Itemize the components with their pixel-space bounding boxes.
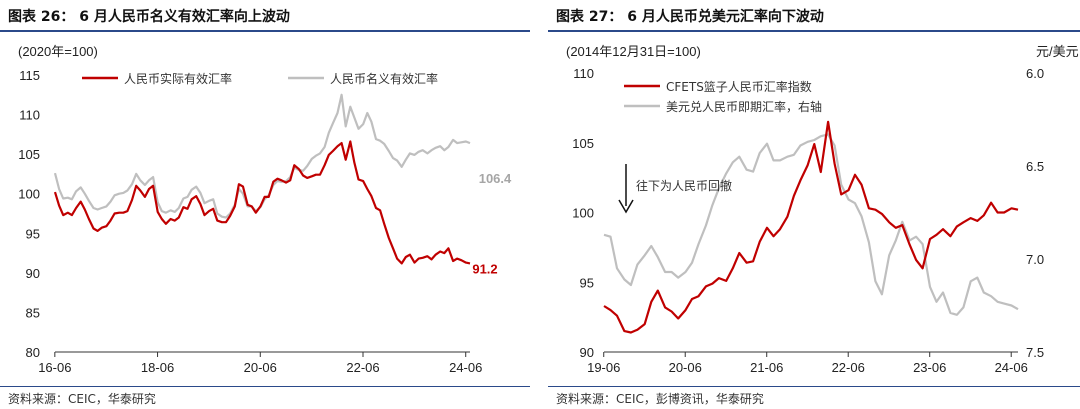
y2-tick-label: 6.0 xyxy=(1026,66,1044,81)
series-line-usdcny xyxy=(603,133,1019,316)
x-tick-label: 21-06 xyxy=(750,360,783,375)
x-tick-label: 23-06 xyxy=(913,360,946,375)
title-divider xyxy=(548,30,1080,32)
annotation-arrow-head xyxy=(618,199,634,214)
y-axis-unit-label: (2014年12月31日=100) xyxy=(566,44,701,59)
annotation-label: 往下为人民币回撤 xyxy=(636,178,732,193)
y-tick-label: 105 xyxy=(572,136,594,151)
x-tick-label: 18-06 xyxy=(141,360,174,375)
end-value-label-reer: 91.2 xyxy=(472,261,497,276)
legend-label-neer: 人民币名义有效汇率 xyxy=(330,71,438,86)
y2-tick-label: 6.5 xyxy=(1026,159,1044,174)
y-axis-unit-label: (2020年=100) xyxy=(18,44,98,59)
end-value-label-neer: 106.4 xyxy=(479,171,512,186)
y2-axis-unit-label: 元/美元 xyxy=(1036,44,1079,59)
x-tick-label: 22-06 xyxy=(346,360,379,375)
source-divider xyxy=(0,386,530,387)
y2-tick-label: 7.0 xyxy=(1026,252,1044,267)
y-tick-label: 95 xyxy=(26,226,40,241)
chart-plot: (2020年=100) 80 85 90 95 100 105 110 115 16-06 18-0… xyxy=(18,44,512,375)
x-tick-label: 16-06 xyxy=(38,360,71,375)
y-tick-label: 100 xyxy=(572,206,594,221)
y-tick-label: 85 xyxy=(26,305,40,320)
chart-source: 资料来源：CEIC，彭博资讯，华泰研究 xyxy=(556,392,764,406)
y-tick-label: 105 xyxy=(18,147,40,162)
title-divider xyxy=(0,30,530,32)
series-line-reer xyxy=(53,140,471,265)
y-tick-label: 95 xyxy=(580,275,594,290)
source-divider xyxy=(548,386,1080,387)
x-tick-label: 24-06 xyxy=(995,360,1028,375)
y-tick-label: 90 xyxy=(580,345,594,360)
y-tick-label: 90 xyxy=(26,266,40,281)
y-tick-label: 100 xyxy=(18,187,40,202)
x-tick-label: 22-06 xyxy=(832,360,865,375)
x-tick-label: 20-06 xyxy=(669,360,702,375)
chart-panel-cfets: 图表 27： 6 月人民币兑美元汇率向下波动 (2014年12月31日=100)… xyxy=(548,0,1080,409)
chart-title: 图表 27： 6 月人民币兑美元汇率向下波动 xyxy=(556,9,824,25)
y-tick-label: 110 xyxy=(573,66,594,81)
legend-label-reer: 人民币实际有效汇率 xyxy=(124,71,232,86)
chart-source: 资料来源：CEIC，华泰研究 xyxy=(8,392,156,406)
x-tick-label: 20-06 xyxy=(244,360,277,375)
series-line-cfets xyxy=(603,120,1019,334)
y-tick-label: 110 xyxy=(19,108,40,123)
y-tick-label: 80 xyxy=(26,345,40,360)
legend-label-usdcny: 美元兑人民币即期汇率，右轴 xyxy=(666,99,822,114)
y2-tick-label: 7.5 xyxy=(1026,345,1044,360)
legend-label-cfets: CFETS篮子人民币汇率指数 xyxy=(666,79,812,94)
x-tick-label: 24-06 xyxy=(449,360,482,375)
x-tick-label: 19-06 xyxy=(587,360,620,375)
chart-plot: (2014年12月31日=100) 元/美元 90 95 100 105 110 6.0 6.5… xyxy=(566,44,1079,375)
chart-panel-neer: 图表 26： 6 月人民币名义有效汇率向上波动 (2020年=100) 80 85 9… xyxy=(0,0,530,409)
chart-title: 图表 26： 6 月人民币名义有效汇率向上波动 xyxy=(8,9,290,25)
y-tick-label: 115 xyxy=(19,68,40,83)
